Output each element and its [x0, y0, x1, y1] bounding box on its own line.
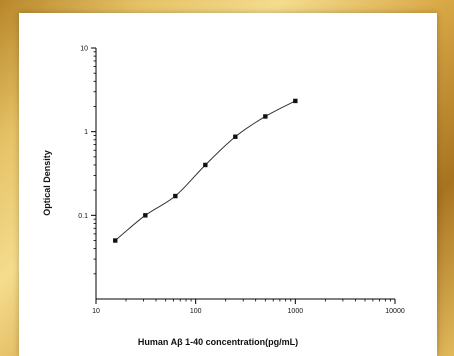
data-point — [113, 238, 118, 243]
x-axis-title: Human Aβ 1-40 concentration(pg/mL) — [138, 337, 298, 347]
x-tick-label: 100 — [190, 308, 202, 315]
data-point — [293, 98, 298, 104]
x-tick-label: 10000 — [385, 308, 405, 315]
data-point — [263, 114, 268, 119]
x-tick-label: 1000 — [288, 308, 304, 315]
axes — [91, 47, 396, 304]
data-point — [233, 134, 238, 139]
data-points — [113, 98, 298, 243]
y-axis-title: Optical Density — [42, 150, 52, 216]
y-tick-label: 1 — [84, 129, 88, 136]
y-tick-label: 10 — [80, 46, 88, 53]
y-tick-label: 0.1 — [78, 213, 88, 220]
chart-panel: 10 100 1000 10000 0.1 1 10 Human Aβ 1-40 conce… — [19, 13, 437, 356]
standard-curve-chart: 10 100 1000 10000 0.1 1 10 Human Aβ 1-40 conce… — [42, 46, 405, 348]
fit-curve — [114, 100, 296, 241]
x-tick-label: 10 — [92, 308, 100, 315]
data-point — [203, 162, 208, 168]
data-point — [143, 213, 148, 218]
tick-labels: 10 100 1000 10000 0.1 1 10 — [78, 46, 405, 316]
data-point — [173, 193, 178, 199]
